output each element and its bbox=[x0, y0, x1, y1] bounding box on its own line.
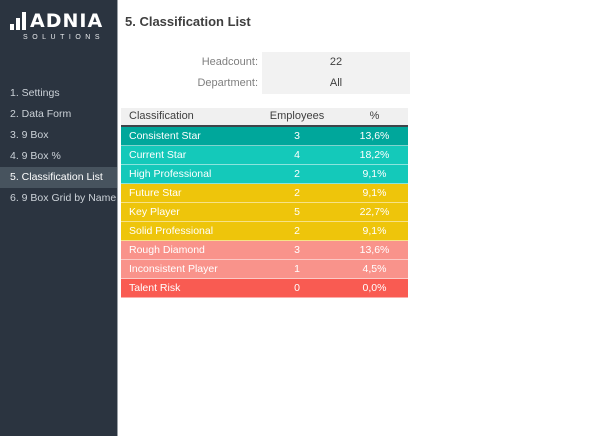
cell-percent: 9,1% bbox=[362, 187, 387, 199]
cell-classification: High Professional bbox=[129, 168, 212, 180]
sidebar-item-classification-list[interactable]: 5. Classification List bbox=[0, 167, 117, 188]
cell-employees: 5 bbox=[294, 206, 300, 218]
column-header-percent: % bbox=[369, 110, 380, 122]
page-title: 5. Classification List bbox=[125, 14, 251, 29]
cell-classification: Consistent Star bbox=[129, 130, 201, 142]
sidebar-item-9-box[interactable]: 3. 9 Box bbox=[10, 129, 49, 141]
summary-row: Department: All bbox=[118, 73, 410, 94]
column-header-classification: Classification bbox=[129, 110, 194, 122]
cell-percent: 13,6% bbox=[359, 130, 390, 142]
cell-percent: 9,1% bbox=[362, 168, 387, 180]
table-row: Key Player 5 22,7% bbox=[121, 203, 408, 222]
brand-tagline: SOLUTIONS bbox=[23, 34, 104, 41]
summary-panel: Headcount: 22 Department: All bbox=[118, 52, 410, 94]
cell-percent: 4,5% bbox=[362, 263, 387, 275]
table-row: Solid Professional 2 9,1% bbox=[121, 222, 408, 241]
cell-employees: 3 bbox=[294, 244, 300, 256]
cell-employees: 2 bbox=[294, 225, 300, 237]
cell-employees: 3 bbox=[294, 130, 300, 142]
sidebar-item-9-box-grid-by-name[interactable]: 6. 9 Box Grid by Name bbox=[10, 192, 117, 204]
sidebar-item-data-form[interactable]: 2. Data Form bbox=[10, 108, 72, 120]
sidebar: ADNIA SOLUTIONS 1. Settings 2. Data Form 3… bbox=[0, 0, 118, 436]
table-row: Inconsistent Player 1 4,5% bbox=[121, 260, 408, 279]
cell-classification: Current Star bbox=[129, 149, 187, 161]
cell-percent: 9,1% bbox=[362, 225, 387, 237]
table-row: Rough Diamond 3 13,6% bbox=[121, 241, 408, 260]
classification-table: Classification Employees % Consistent St… bbox=[121, 108, 408, 298]
cell-percent: 18,2% bbox=[359, 149, 390, 161]
summary-row: Headcount: 22 bbox=[118, 52, 410, 73]
summary-label: Headcount: bbox=[201, 56, 258, 68]
cell-percent: 22,7% bbox=[359, 206, 390, 218]
cell-employees: 2 bbox=[294, 168, 300, 180]
table-row: Talent Risk 0 0,0% bbox=[121, 279, 408, 298]
table-row: High Professional 2 9,1% bbox=[121, 165, 408, 184]
sidebar-nav: 1. Settings 2. Data Form 3. 9 Box 4. 9 Box … bbox=[0, 83, 117, 209]
brand-logo: ADNIA SOLUTIONS bbox=[0, 0, 117, 41]
summary-value-department[interactable]: All bbox=[262, 73, 410, 94]
cell-classification: Future Star bbox=[129, 187, 182, 199]
table-row: Consistent Star 3 13,6% bbox=[121, 127, 408, 146]
cell-classification: Talent Risk bbox=[129, 282, 181, 294]
brand-name: ADNIA bbox=[30, 10, 104, 32]
cell-employees: 1 bbox=[294, 263, 300, 275]
cell-classification: Solid Professional bbox=[129, 225, 214, 237]
sidebar-item-settings[interactable]: 1. Settings bbox=[10, 87, 60, 99]
cell-classification: Key Player bbox=[129, 206, 180, 218]
cell-classification: Inconsistent Player bbox=[129, 263, 218, 275]
column-header-employees: Employees bbox=[269, 110, 325, 122]
cell-classification: Rough Diamond bbox=[129, 244, 205, 256]
cell-employees: 2 bbox=[294, 187, 300, 199]
cell-percent: 0,0% bbox=[362, 282, 387, 294]
table-body: Consistent Star 3 13,6% Current Star 4 18,2% H… bbox=[121, 127, 408, 298]
bar-chart-logo-icon bbox=[10, 12, 26, 30]
summary-value-headcount: 22 bbox=[262, 52, 410, 73]
cell-employees: 4 bbox=[294, 149, 300, 161]
cell-percent: 13,6% bbox=[359, 244, 390, 256]
summary-label: Department: bbox=[197, 77, 258, 89]
sidebar-item-9-box-[interactable]: 4. 9 Box % bbox=[10, 150, 61, 162]
table-row: Future Star 2 9,1% bbox=[121, 184, 408, 203]
main-content: 5. Classification List Headcount: 22 Depar… bbox=[118, 0, 600, 436]
cell-employees: 0 bbox=[294, 282, 300, 294]
table-row: Current Star 4 18,2% bbox=[121, 146, 408, 165]
table-header-row: Classification Employees % bbox=[121, 108, 408, 127]
